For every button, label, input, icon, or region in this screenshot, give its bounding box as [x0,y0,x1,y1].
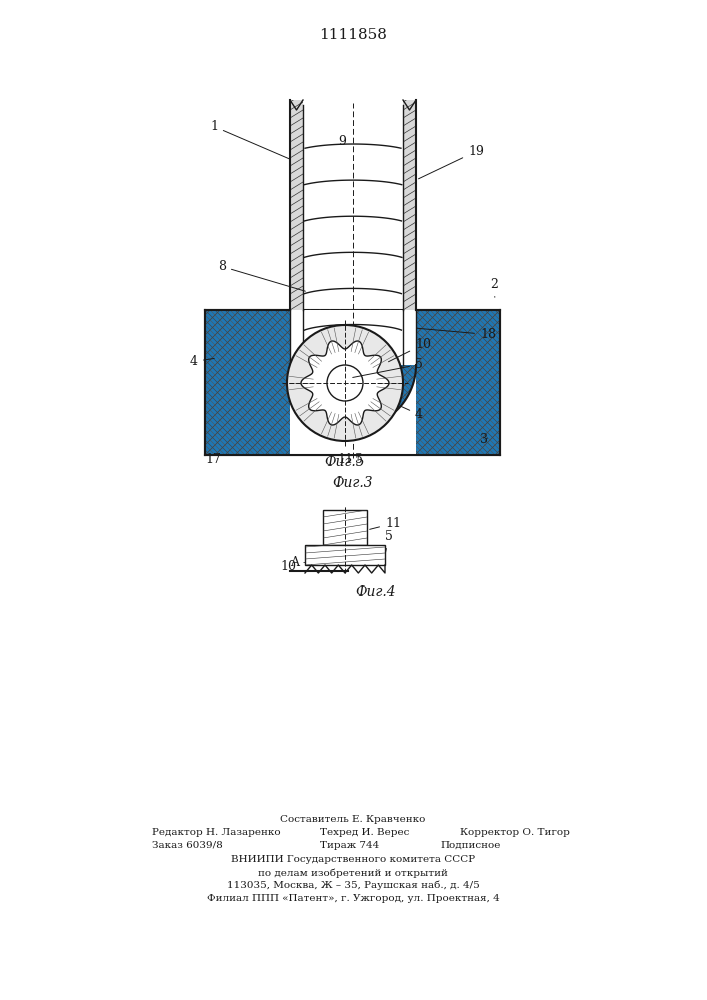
Polygon shape [290,365,416,455]
Text: 5: 5 [385,530,393,552]
Text: 8: 8 [218,260,305,291]
Text: 9: 9 [338,135,346,148]
Text: 4: 4 [401,406,423,421]
Text: Корректор О. Тигор: Корректор О. Тигор [460,828,570,837]
Text: Фиг.3: Фиг.3 [333,476,373,490]
Polygon shape [205,310,500,455]
Text: Филиал ППП «Патент», г. Ужгород, ул. Проектная, 4: Филиал ППП «Патент», г. Ужгород, ул. Про… [206,894,499,903]
Text: 4: 4 [190,355,214,368]
Polygon shape [205,310,500,455]
Text: Составитель Е. Кравченко: Составитель Е. Кравченко [280,815,426,824]
Text: Техред И. Верес: Техред И. Верес [320,828,409,837]
Text: Фиг.4: Фиг.4 [355,585,396,599]
Text: 1: 1 [210,120,289,159]
Polygon shape [305,545,385,565]
Text: 18: 18 [416,328,496,341]
Circle shape [327,365,363,401]
Text: 10: 10 [388,338,431,362]
Text: 5: 5 [355,453,363,466]
Text: 2: 2 [490,278,498,297]
Text: 3: 3 [480,433,488,446]
Text: 5: 5 [353,358,423,377]
Text: 10: 10 [280,560,296,573]
Text: 1111858: 1111858 [319,28,387,42]
Polygon shape [290,310,416,365]
Text: 17: 17 [205,453,221,466]
Polygon shape [290,100,303,310]
Text: 11: 11 [370,517,401,530]
Polygon shape [301,341,389,425]
Text: ВНИИПИ Государственного комитета СССР: ВНИИПИ Государственного комитета СССР [231,855,475,864]
Polygon shape [403,100,416,310]
Polygon shape [290,100,303,310]
Text: по делам изобретений и открытий: по делам изобретений и открытий [258,868,448,878]
Text: Тираж 744: Тираж 744 [320,841,379,850]
Text: Фиг.5: Фиг.5 [325,455,366,469]
Polygon shape [323,510,367,545]
Polygon shape [305,545,385,565]
Polygon shape [205,310,500,455]
Polygon shape [403,100,416,310]
Text: 19: 19 [419,145,484,179]
Text: A - A: A - A [290,556,320,569]
Text: 113035, Москва, Ж – 35, Раушская наб., д. 4/5: 113035, Москва, Ж – 35, Раушская наб., д… [227,881,479,890]
Text: Подписное: Подписное [440,841,501,850]
Text: Редактор Н. Лазаренко: Редактор Н. Лазаренко [152,828,281,837]
Text: Заказ 6039/8: Заказ 6039/8 [152,841,223,850]
Text: 11: 11 [337,453,353,466]
Circle shape [287,325,403,441]
Polygon shape [323,510,367,545]
